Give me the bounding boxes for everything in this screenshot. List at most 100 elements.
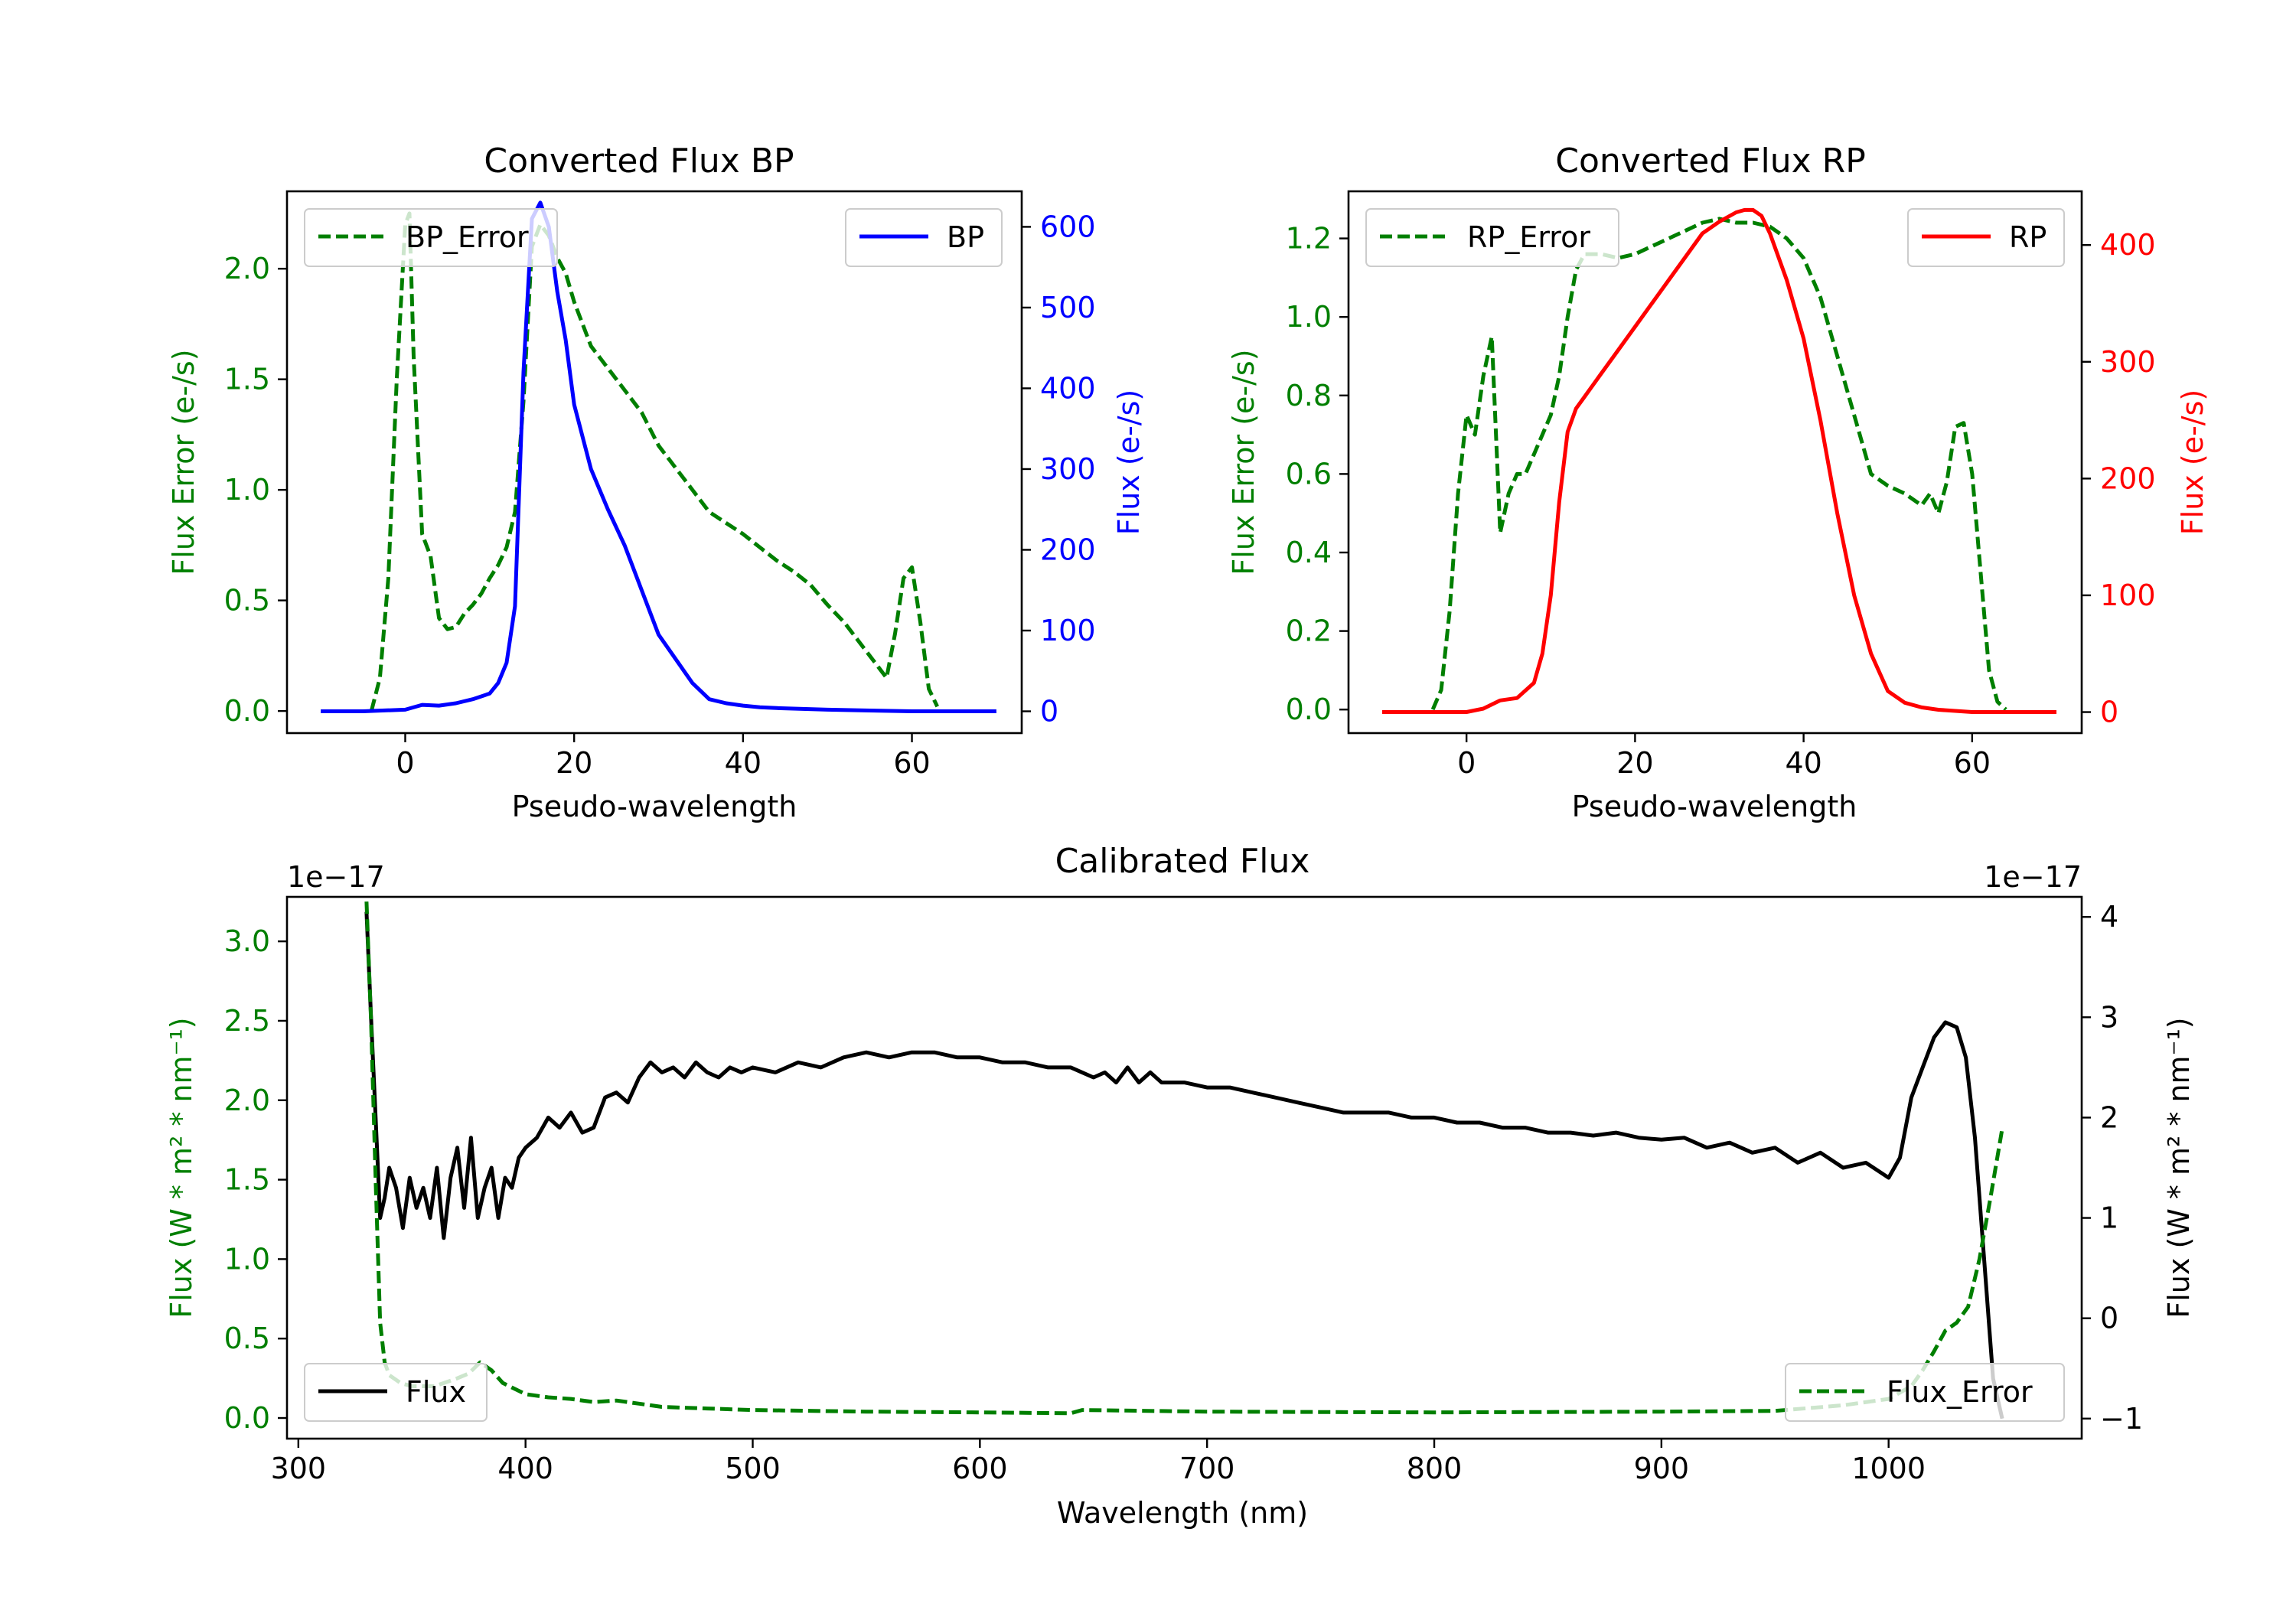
y-axis-label-right: Flux (e-/s) <box>2176 390 2210 535</box>
axes-frame <box>1347 190 2083 735</box>
x-tick-label: 0 <box>1457 746 1476 780</box>
y-tick-label-right: 0 <box>2100 1302 2118 1335</box>
axes-frame <box>285 190 1023 735</box>
chart-bp: Converted Flux BP 0 20 40 60 0.0 0.5 1.0 1.5 2.… <box>167 142 1146 823</box>
y-axis-label-right: Flux (e-/s) <box>1112 390 1146 535</box>
x-tick-label: 300 <box>271 1452 327 1485</box>
y-tick-label-left: 0.0 <box>1286 693 1332 726</box>
x-tick-label: 600 <box>952 1452 1008 1485</box>
y-tick-label-right: −1 <box>2100 1402 2143 1436</box>
right-axis-ticks: −1 0 1 2 3 4 <box>2082 900 2143 1436</box>
legend-right: Flux_Error <box>1785 1363 2065 1422</box>
y-tick-label-left: 2.5 <box>224 1004 270 1038</box>
left-axis-ticks: 0.0 0.5 1.0 1.5 2.0 <box>224 252 287 728</box>
y-tick-label-left: 1.2 <box>1286 222 1332 256</box>
series-line-rp <box>1382 207 2056 714</box>
y-tick-label-right: 200 <box>1040 533 1096 566</box>
right-axis-ticks: 0 100 200 300 400 500 600 <box>1022 210 1096 729</box>
series-line-bp <box>321 200 996 713</box>
x-tick-label: 60 <box>1954 746 1991 780</box>
y-tick-label-left: 0.0 <box>224 694 270 728</box>
plot-area <box>321 200 996 713</box>
x-tick-label: 800 <box>1407 1452 1463 1485</box>
y-tick-label-left: 0.5 <box>224 1322 270 1355</box>
x-tick-label: 1000 <box>1851 1452 1926 1485</box>
legend-left: Flux <box>304 1363 488 1422</box>
legend-frame <box>304 1363 488 1422</box>
x-tick-label: 700 <box>1179 1452 1235 1485</box>
x-axis-ticks: 0 20 40 60 <box>396 733 931 780</box>
series-line-flux <box>364 911 2004 1420</box>
y-tick-label-right: 2 <box>2100 1100 2118 1134</box>
x-axis-label: Wavelength (nm) <box>1057 1496 1308 1530</box>
offset-label-right: 1e−17 <box>1984 860 2082 894</box>
y-tick-label-left: 1.5 <box>224 1163 270 1197</box>
chart-title: Converted Flux BP <box>484 142 794 181</box>
y-tick-label-right: 600 <box>1040 210 1096 243</box>
y-tick-label-right: 400 <box>2100 228 2156 262</box>
series-line-bp-error <box>369 211 939 712</box>
legend-right: BP <box>845 208 1003 267</box>
y-tick-label-left: 0.2 <box>1286 614 1332 648</box>
legend-label: RP_Error <box>1467 220 1590 254</box>
x-axis-label: Pseudo-wavelength <box>1572 790 1857 823</box>
y-tick-label-left: 0.6 <box>1286 457 1332 491</box>
y-tick-label-left: 0.5 <box>224 584 270 618</box>
y-tick-label-right: 100 <box>2100 579 2156 612</box>
x-tick-label: 500 <box>725 1452 781 1485</box>
legend-frame <box>304 208 558 267</box>
x-tick-label: 0 <box>396 746 414 780</box>
y-tick-label-right: 1 <box>2100 1201 2118 1235</box>
chart-title: Calibrated Flux <box>1055 842 1310 881</box>
y-tick-label-left: 2.0 <box>224 252 270 285</box>
y-tick-label-right: 0 <box>2100 696 2118 729</box>
x-axis-ticks: 0 20 40 60 <box>1457 733 1991 780</box>
chart-calibrated: Calibrated Flux 1e−17 1e−17 300 400 500 600… <box>165 842 2196 1530</box>
legend-left: RP_Error <box>1365 208 1619 267</box>
y-tick-label-left: 3.0 <box>224 924 270 958</box>
y-tick-label-left: 0.4 <box>1286 536 1332 569</box>
right-axis-ticks: 0 100 200 300 400 <box>2082 228 2156 729</box>
y-tick-label-right: 100 <box>1040 614 1096 647</box>
x-tick-label: 40 <box>725 746 762 780</box>
legend-frame <box>1365 208 1619 267</box>
y-tick-label-left: 1.5 <box>224 363 270 396</box>
chart-rp: Converted Flux RP 0 20 40 60 0.00.20.40.60.… <box>1227 142 2210 823</box>
legend-label: Flux <box>406 1375 466 1409</box>
axes-frame <box>285 895 2083 1440</box>
chart-title: Converted Flux RP <box>1555 142 1866 181</box>
y-axis-label-left: Flux Error (e-/s) <box>167 349 201 575</box>
legend-label: Flux_Error <box>1887 1375 2033 1409</box>
y-tick-label-left: 0.0 <box>224 1401 270 1435</box>
left-axis-ticks: 0.0 0.5 1.0 1.5 2.0 2.5 3.0 <box>224 924 287 1435</box>
legend-left: BP_Error <box>304 208 558 267</box>
plot-area <box>1382 207 2056 714</box>
y-tick-label-right: 0 <box>1040 695 1058 729</box>
x-tick-label: 40 <box>1785 746 1821 780</box>
left-axis-ticks: 0.0 0.2 0.4 0.6 0.8 1.0 1.2 <box>1286 222 1349 726</box>
legend-label: BP_Error <box>406 220 529 254</box>
y-tick-label-left: 1.0 <box>224 1242 270 1276</box>
y-axis-label-left: Flux Error (e-/s) <box>1227 349 1261 575</box>
y-axis-label-left: Flux (W * m² * nm⁻¹) <box>165 1017 198 1318</box>
legend-right: RP <box>1907 208 2065 267</box>
x-tick-label: 400 <box>497 1452 553 1485</box>
x-tick-label: 60 <box>893 746 930 780</box>
legend-frame <box>1785 1363 2065 1422</box>
y-tick-label-left: 1.0 <box>1286 300 1332 334</box>
legend-label: RP <box>2009 220 2047 254</box>
x-axis-label: Pseudo-wavelength <box>512 790 797 823</box>
x-tick-label: 20 <box>1616 746 1653 780</box>
y-tick-label-right: 500 <box>1040 291 1096 324</box>
x-axis-ticks: 300 400 500 600 700 800 900 1000 <box>271 1439 1926 1485</box>
x-tick-label: 900 <box>1634 1452 1690 1485</box>
x-tick-label: 20 <box>556 746 592 780</box>
series-line-rp-error <box>1430 217 2007 712</box>
y-tick-label-right: 300 <box>1040 452 1096 486</box>
y-tick-label-left: 1.0 <box>224 473 270 507</box>
y-axis-label-right: Flux (W * m² * nm⁻¹) <box>2162 1017 2196 1318</box>
y-tick-label-right: 400 <box>1040 371 1096 405</box>
legend-label: BP <box>947 220 984 254</box>
